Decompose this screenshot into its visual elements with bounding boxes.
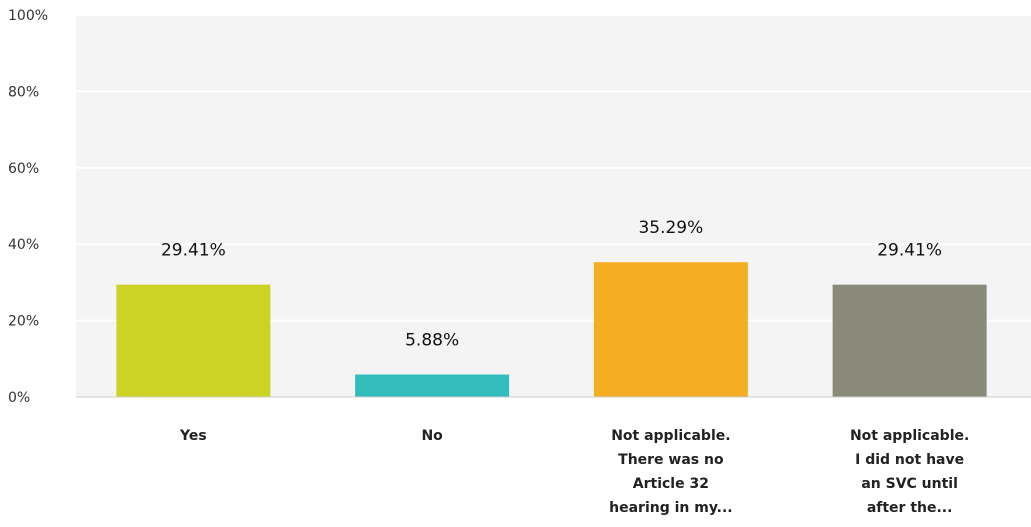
bar [116, 284, 271, 397]
bars [116, 262, 987, 397]
y-tick-label: 40% [8, 237, 39, 253]
y-tick-label: 60% [8, 161, 39, 177]
x-tick-label: Not applicable. [850, 428, 969, 444]
bar [832, 284, 987, 397]
y-tick-label: 0% [8, 390, 30, 406]
data-label: 35.29% [638, 218, 703, 238]
y-tick-label: 100% [8, 8, 48, 24]
data-label: 5.88% [405, 331, 459, 351]
x-axis-labels: Yes No Not applicable. There was no Article … [179, 428, 969, 516]
x-tick-label: No [421, 428, 443, 444]
data-label: 29.41% [161, 241, 226, 261]
x-tick-label: I did not have [855, 452, 964, 468]
x-tick-label: Not applicable. [611, 428, 730, 444]
y-axis-ticks: 0% 20% 40% 60% 80% 100% [8, 8, 48, 406]
x-tick-label: Yes [179, 428, 207, 444]
y-tick-label: 20% [8, 314, 39, 330]
bar [593, 262, 748, 397]
x-tick-label: There was no [618, 452, 724, 468]
x-tick-label: after the... [867, 500, 953, 516]
data-label: 29.41% [877, 241, 942, 261]
bar [355, 374, 510, 397]
data-labels: 29.41% 5.88% 35.29% 29.41% [161, 218, 942, 350]
x-tick-label: hearing in my... [609, 500, 733, 516]
y-tick-label: 80% [8, 84, 39, 100]
x-tick-label: Article 32 [633, 476, 709, 492]
x-tick-label: an SVC until [861, 476, 958, 492]
